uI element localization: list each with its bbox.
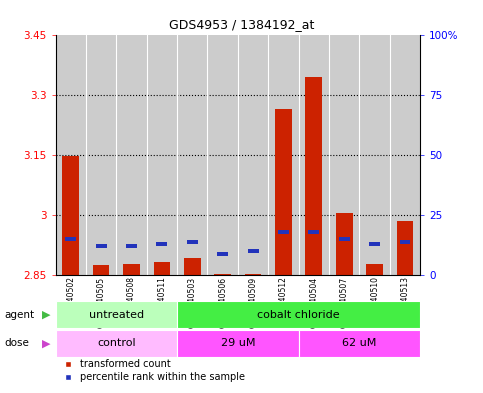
Text: agent: agent — [5, 310, 35, 320]
Bar — [56, 301, 177, 328]
Text: untreated: untreated — [89, 310, 144, 320]
Text: cobalt chloride: cobalt chloride — [257, 310, 340, 320]
Bar — [397, 221, 413, 275]
Bar — [56, 330, 177, 357]
Bar — [123, 264, 140, 275]
Bar — [177, 301, 420, 328]
Bar — [298, 330, 420, 357]
Bar — [62, 156, 79, 275]
Bar — [93, 265, 110, 275]
Text: dose: dose — [5, 338, 30, 349]
Bar — [399, 240, 411, 244]
Bar — [156, 242, 167, 246]
Bar — [366, 264, 383, 275]
Bar — [154, 262, 170, 275]
Bar — [214, 274, 231, 275]
Legend: transformed count, percentile rank within the sample: transformed count, percentile rank withi… — [60, 356, 249, 386]
Text: ▶: ▶ — [42, 310, 50, 320]
Text: GDS4953 / 1384192_at: GDS4953 / 1384192_at — [169, 18, 314, 31]
Bar — [369, 242, 380, 246]
Text: control: control — [97, 338, 136, 349]
Text: ▶: ▶ — [42, 338, 50, 349]
Bar — [278, 230, 289, 234]
Bar — [275, 109, 292, 275]
Text: 62 uM: 62 uM — [342, 338, 377, 349]
Bar — [248, 249, 258, 253]
Bar — [184, 258, 200, 275]
Bar — [217, 252, 228, 255]
Bar — [339, 237, 350, 241]
Bar — [309, 230, 319, 234]
Bar — [336, 213, 353, 275]
Text: 29 uM: 29 uM — [221, 338, 255, 349]
Bar — [65, 237, 76, 241]
Bar — [187, 240, 198, 244]
Bar — [96, 244, 107, 248]
Bar — [245, 274, 261, 275]
Bar — [305, 77, 322, 275]
Bar — [177, 330, 298, 357]
Bar — [126, 244, 137, 248]
